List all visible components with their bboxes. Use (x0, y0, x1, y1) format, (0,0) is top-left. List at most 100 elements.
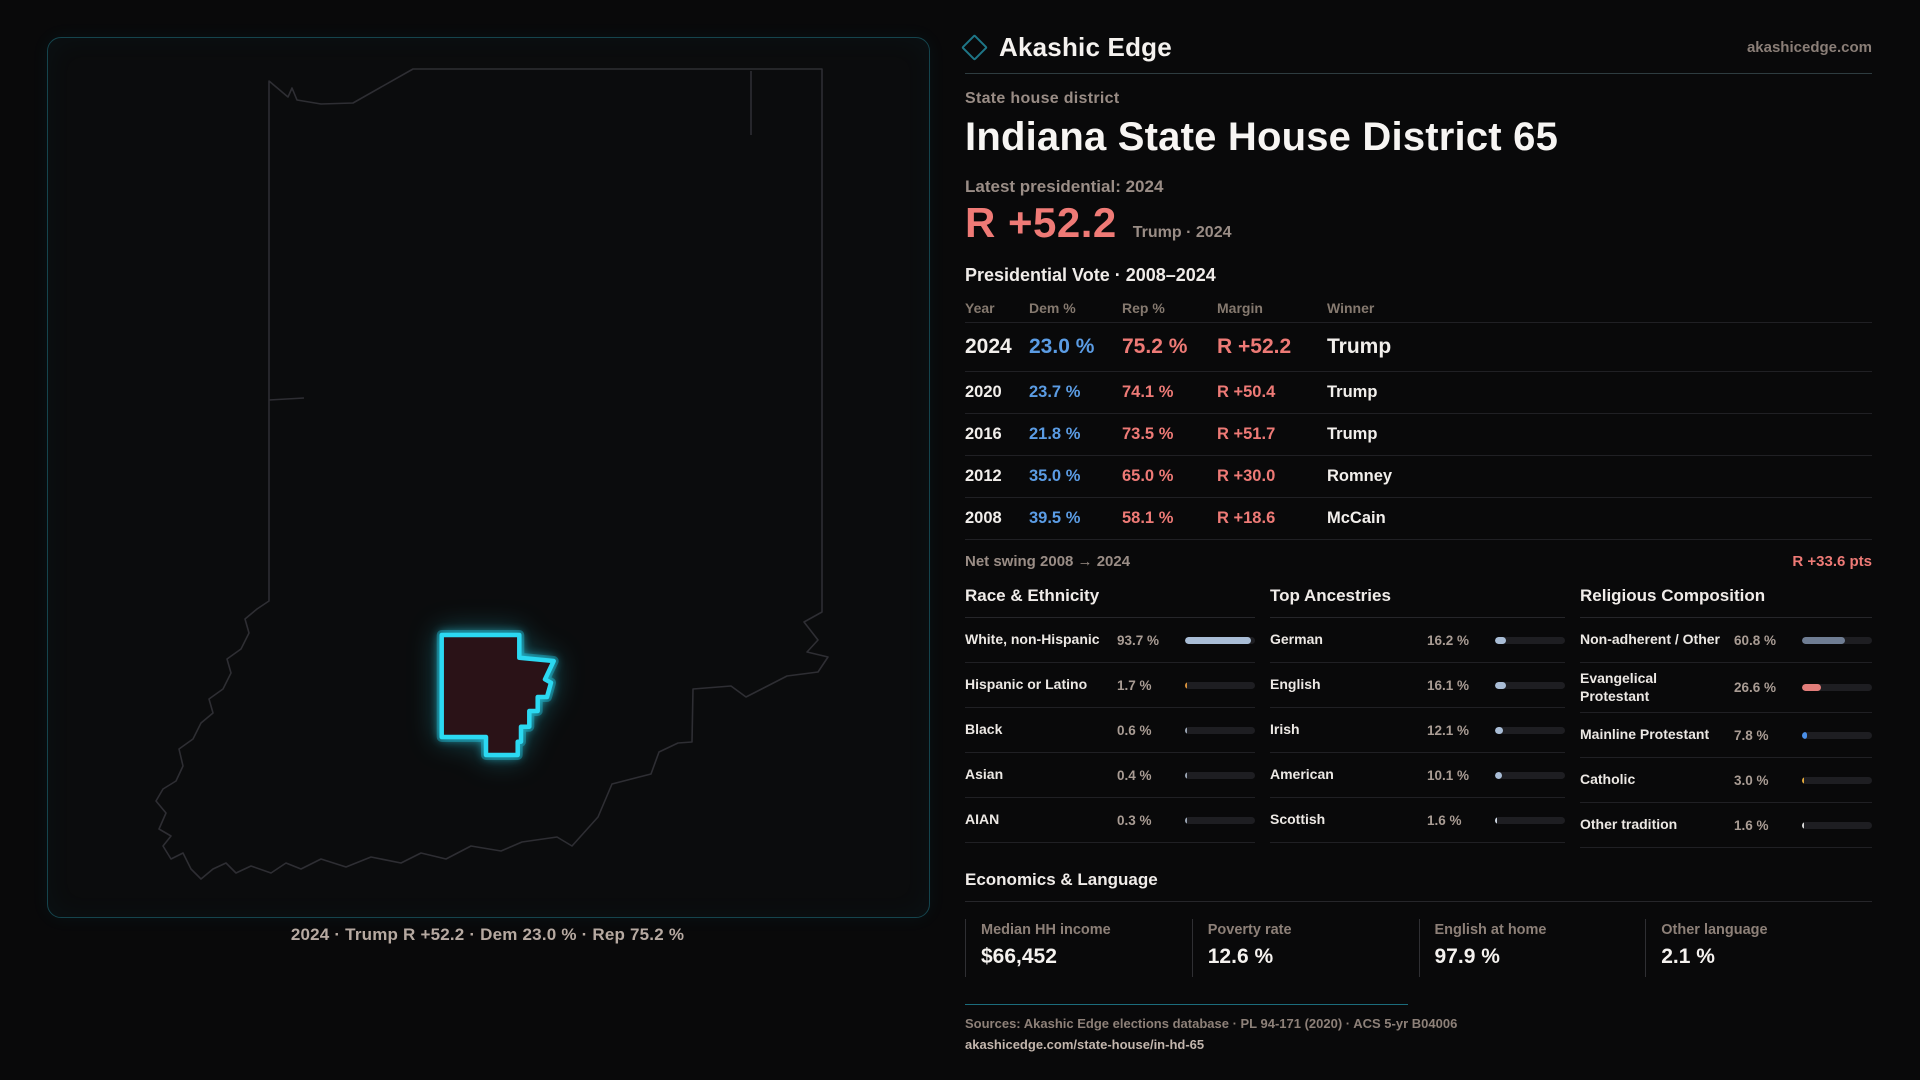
latest-margin-detail: Trump · 2024 (1132, 224, 1232, 241)
demographic-value: 93.7 % (1117, 632, 1160, 648)
demographic-bar-fill (1495, 636, 1507, 644)
demographic-value: 7.8 % (1734, 727, 1769, 743)
demographic-value: 0.6 % (1117, 722, 1152, 738)
demographics-columns: Race & Ethnicity White, non-Hispanic 93.… (965, 586, 1872, 848)
stats-column: Akashic Edge akashicedge.com State house… (961, 26, 1872, 977)
vote-table-title: Presidential Vote · 2008–2024 (965, 265, 1216, 285)
indiana-map (155, 68, 829, 880)
rep-cell: 74.1 % (1122, 383, 1174, 401)
col-rep: Rep % (1122, 300, 1165, 316)
district-65-shape (439, 632, 556, 758)
brand: Akashic Edge (961, 32, 1172, 63)
net-swing-label: Net swing 2008 → 2024 (965, 553, 1131, 570)
demographic-label: German (1270, 631, 1323, 648)
demographic-row: White, non-Hispanic 93.7 % (965, 618, 1255, 663)
year-cell: 2008 (965, 509, 1002, 527)
demographic-bar-fill (1802, 731, 1808, 739)
demographic-row: Mainline Protestant 7.8 % (1580, 713, 1872, 758)
demographic-bar-fill (1185, 726, 1187, 734)
demographic-value: 1.6 % (1427, 812, 1462, 828)
demographic-label: Scottish (1270, 811, 1326, 828)
demographic-bar-fill (1495, 681, 1507, 689)
demographic-label: Catholic (1580, 771, 1636, 788)
economics-stat: Median HH income $66,452 (965, 919, 1192, 977)
demographic-row: Hispanic or Latino 1.7 % (965, 663, 1255, 708)
demographic-value: 26.6 % (1734, 680, 1777, 695)
page-title: Indiana State House District 65 (965, 115, 1559, 159)
race-rows: White, non-Hispanic 93.7 % Hispanic or L… (965, 618, 1255, 843)
demographic-bar-fill (1802, 821, 1804, 829)
religion-rows: Non-adherent / Other 60.8 % Evangelical … (1580, 618, 1872, 848)
footer-divider (965, 1004, 1408, 1005)
demographic-row: Evangelical Protestant 26.6 % (1580, 663, 1872, 713)
vote-table-row: 2008 39.5 % 58.1 % R +18.6 McCain (965, 498, 1872, 540)
demographic-row: Other tradition 1.6 % (1580, 803, 1872, 848)
district-map-panel (47, 37, 930, 918)
stat-value: 97.9 % (1434, 945, 1500, 968)
dem-cell: 35.0 % (1029, 467, 1081, 485)
demographic-bar-track (1802, 731, 1872, 739)
demographic-row: Black 0.6 % (965, 708, 1255, 753)
demographic-label: Hispanic or Latino (965, 676, 1088, 693)
demographic-bar-track (1802, 636, 1872, 644)
demographic-row: English 16.1 % (1270, 663, 1565, 708)
col-dem: Dem % (1029, 300, 1076, 316)
eyebrow-label: State house district (965, 90, 1120, 107)
net-swing-row: Net swing 2008 → 2024 R +33.6 pts (965, 553, 1872, 570)
demographic-value: 0.4 % (1117, 767, 1152, 783)
demographic-bar-fill (1495, 726, 1504, 734)
demographic-row: Asian 0.4 % (965, 753, 1255, 798)
dem-cell: 23.0 % (1029, 335, 1095, 358)
demographic-label: English (1270, 676, 1321, 693)
ancestry-rows: German 16.2 % English 16.1 % Irish 12.1 … (1270, 618, 1565, 843)
demographic-label: Irish (1270, 721, 1300, 738)
demographic-label: White, non-Hispanic (965, 631, 1100, 648)
dem-cell: 23.7 % (1029, 383, 1081, 401)
header-divider (965, 73, 1872, 74)
year-cell: 2024 (965, 335, 1012, 358)
demographic-bar-track (1495, 726, 1565, 734)
demographic-value: 0.3 % (1117, 812, 1152, 828)
economics-stat: Other language 2.1 % (1645, 919, 1872, 977)
year-cell: 2016 (965, 425, 1002, 443)
margin-cell: R +50.4 (1217, 383, 1276, 401)
religion-section: Religious Composition Non-adherent / Oth… (1580, 586, 1872, 848)
demographic-row: American 10.1 % (1270, 753, 1565, 798)
demographic-label: Mainline Protestant (1580, 726, 1710, 743)
vote-table-header: Year Dem % Rep % Margin Winner (965, 294, 1872, 323)
margin-cell: R +30.0 (1217, 467, 1276, 485)
demographic-value: 60.8 % (1734, 632, 1777, 648)
demographic-bar-fill (1802, 684, 1821, 691)
vote-table-row: 2012 35.0 % 65.0 % R +30.0 Romney (965, 456, 1872, 498)
demographic-bar-track (1802, 684, 1872, 691)
presidential-vote-table: Year Dem % Rep % Margin Winner 2024 23.0… (965, 294, 1872, 540)
state-border-tick (268, 397, 305, 401)
demographic-bar-track (1185, 681, 1255, 689)
net-swing-value: R +33.6 pts (1792, 553, 1872, 570)
demographic-bar-track (1185, 636, 1255, 644)
map-caption: 2024 · Trump R +52.2 · Dem 23.0 % · Rep … (290, 925, 685, 944)
demographic-bar-track (1185, 816, 1255, 824)
race-title: Race & Ethnicity (965, 586, 1255, 618)
dem-cell: 39.5 % (1029, 509, 1081, 527)
winner-cell: Trump (1327, 425, 1378, 443)
economics-stat: Poverty rate 12.6 % (1191, 919, 1419, 977)
brand-header: Akashic Edge akashicedge.com (961, 26, 1872, 68)
demographic-value: 1.6 % (1734, 817, 1769, 833)
demographic-label: American (1270, 766, 1334, 783)
year-cell: 2020 (965, 383, 1002, 401)
vote-table-row: 2020 23.7 % 74.1 % R +50.4 Trump (965, 372, 1872, 414)
demographic-value: 10.1 % (1427, 767, 1470, 783)
demographic-value: 16.2 % (1427, 632, 1470, 648)
race-section: Race & Ethnicity White, non-Hispanic 93.… (965, 586, 1255, 848)
demographic-label: Asian (965, 766, 1004, 783)
demographic-row: Catholic 3.0 % (1580, 758, 1872, 803)
stat-label: Median HH income (981, 922, 1111, 938)
stat-label: English at home (1434, 922, 1547, 938)
demographic-label: Other tradition (1580, 816, 1678, 833)
permalink: akashicedge.com/state-house/in-hd-65 (965, 1037, 1205, 1052)
demographic-bar-track (1495, 681, 1565, 689)
sources-line: Sources: Akashic Edge elections database… (965, 1016, 1458, 1031)
vote-table-body: 2024 23.0 % 75.2 % R +52.2 Trump 2020 23… (965, 323, 1872, 540)
demographic-value: 16.1 % (1427, 677, 1470, 693)
